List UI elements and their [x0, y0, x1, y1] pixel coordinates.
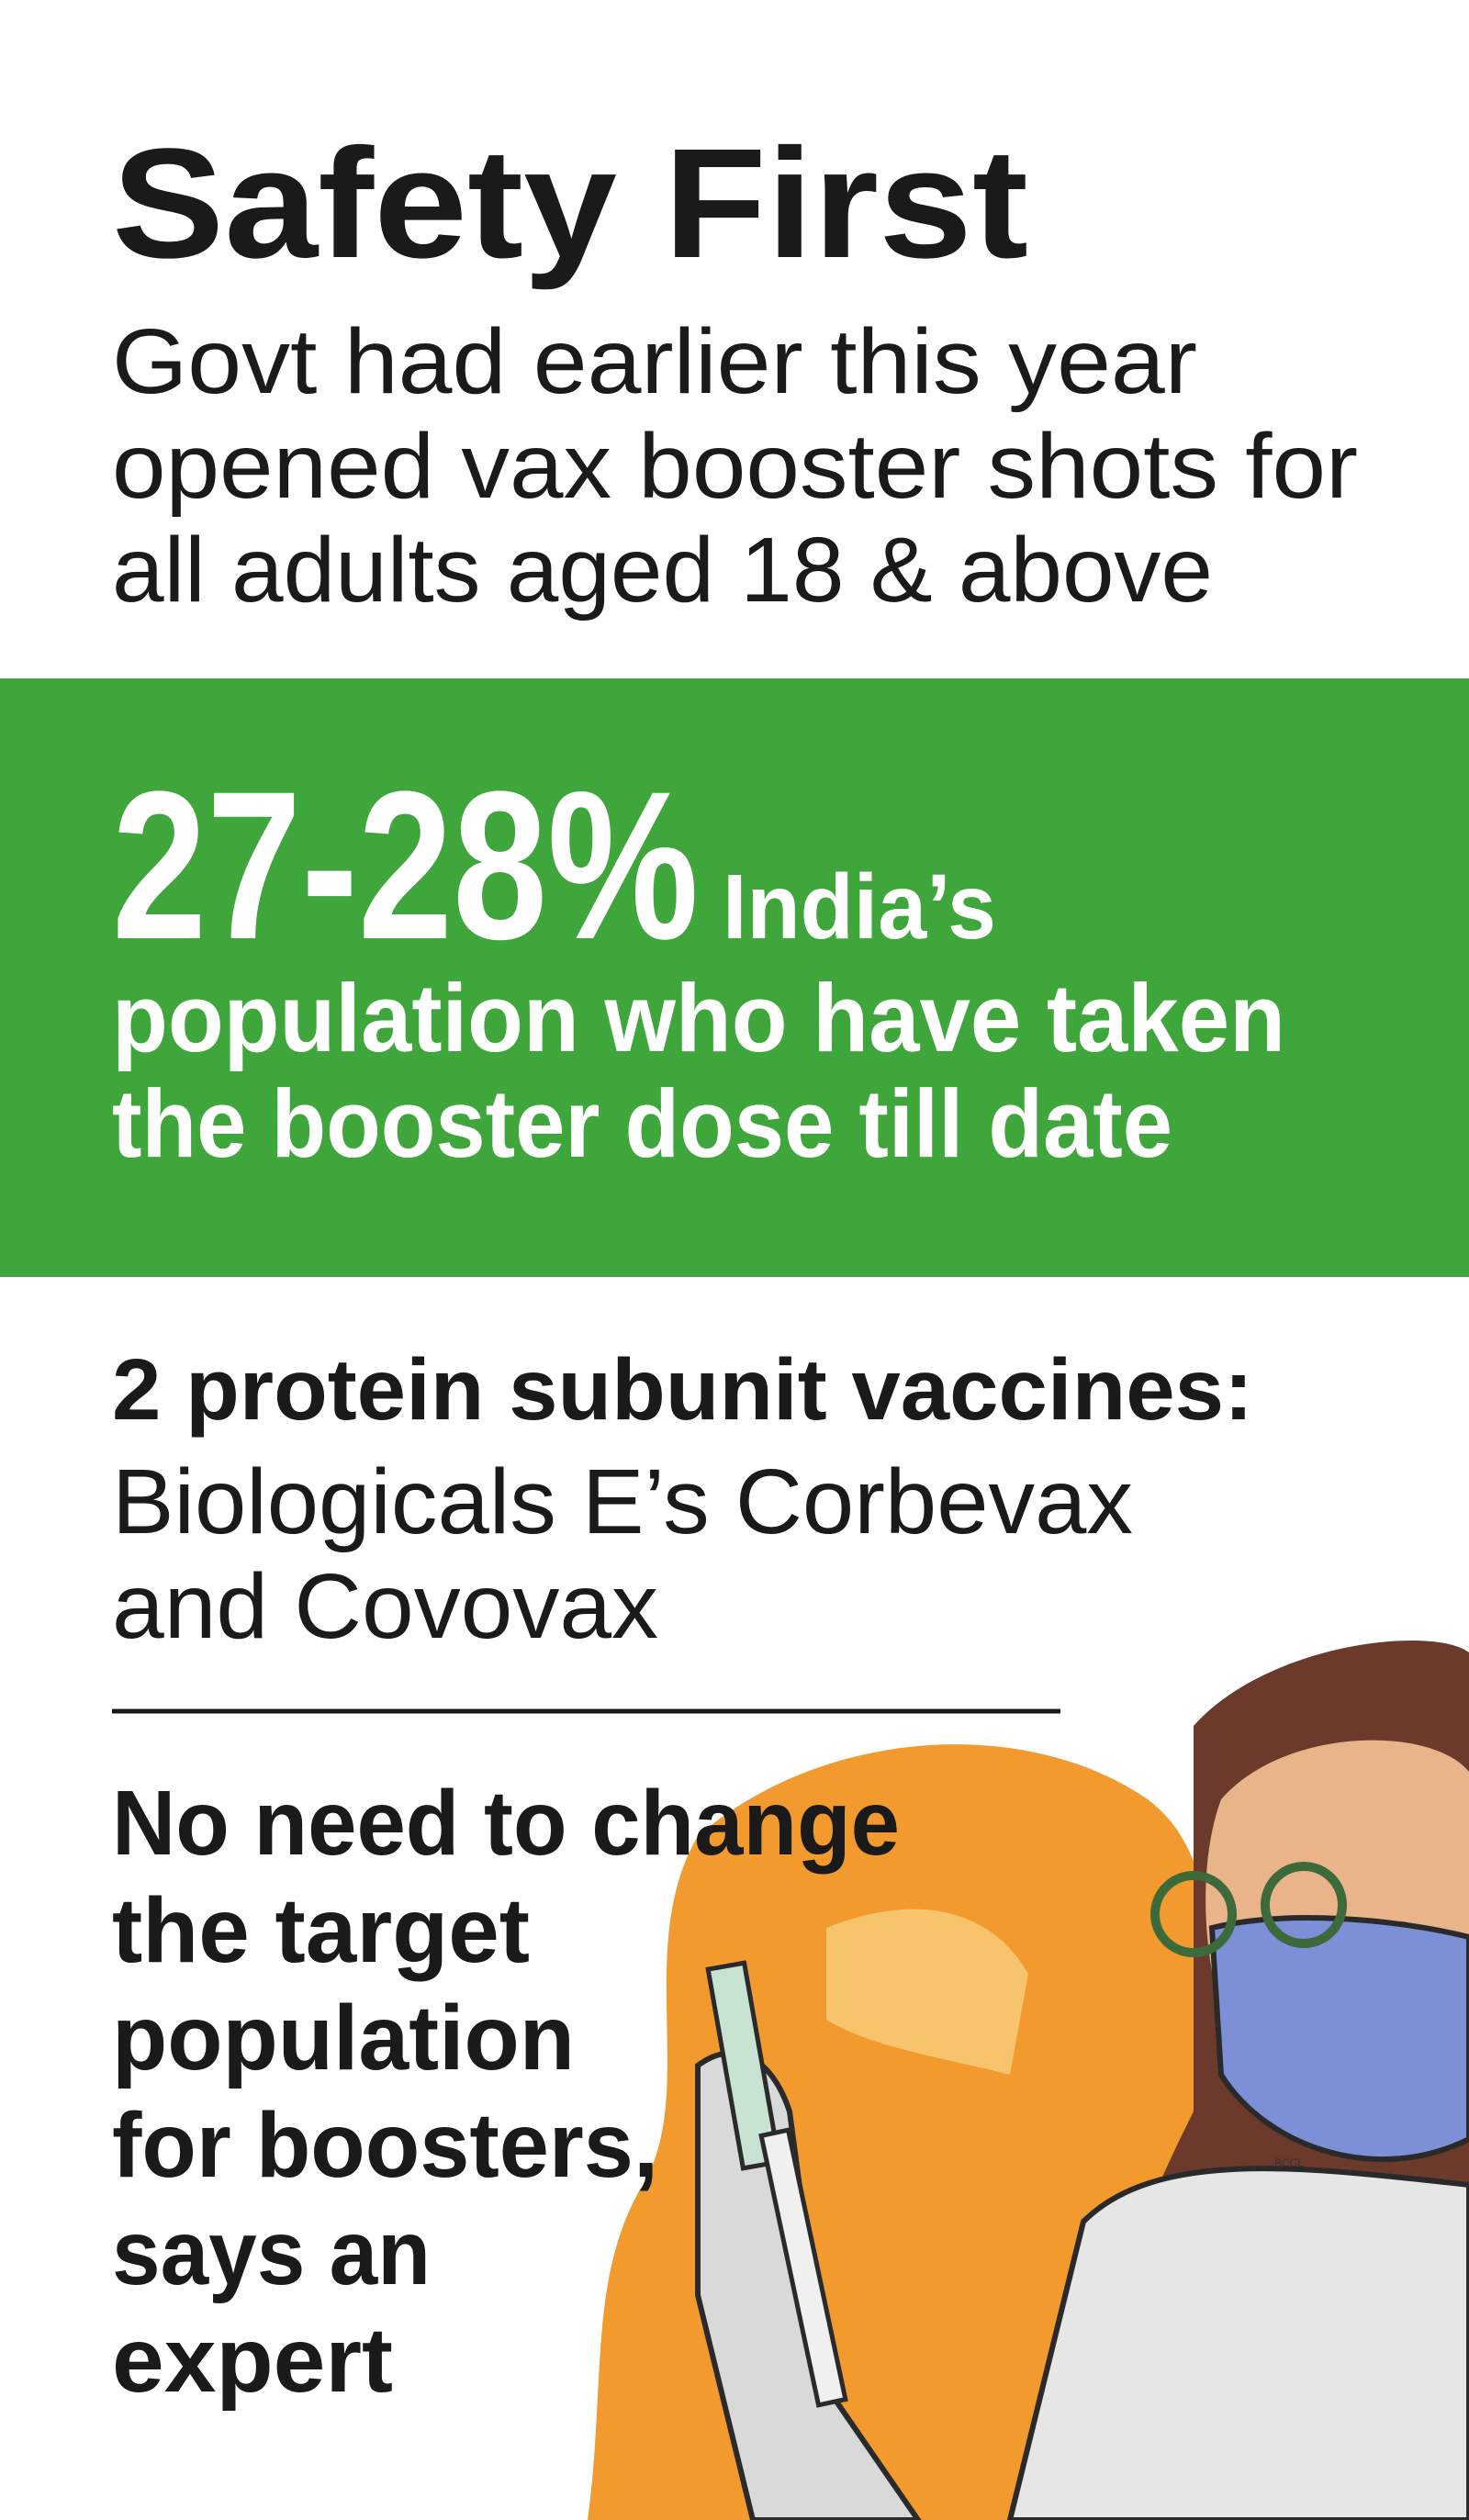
subtitle: opened vax booster shots for [112, 415, 1358, 518]
subtitle: Govt had earlier this year [112, 310, 1197, 413]
expert-note: No need to change [112, 1772, 900, 1875]
expert-note: the target [112, 1879, 530, 1982]
vaccines-text: Biologicals E’s Corbevax [112, 1450, 1133, 1553]
expert-note: for boosters, [112, 2094, 658, 2197]
vaccines-text: and Covovax [112, 1555, 658, 1658]
expert-note: expert [112, 2309, 393, 2412]
expert-note: population [112, 1987, 575, 2089]
subtitle: all adults aged 18 & above [112, 519, 1213, 622]
expert-note: says an [112, 2201, 431, 2304]
credit: BCCL [1274, 2156, 1304, 2169]
illustration: BCCL [588, 1640, 1469, 2520]
highlight-box [0, 678, 1469, 1277]
highlight-figure: 27-28% [112, 747, 699, 983]
highlight-text: population who have taken [112, 965, 1285, 1072]
title: Safety First [112, 117, 1028, 291]
vaccines-heading: 2 protein subunit vaccines: [112, 1341, 1253, 1439]
highlight-text: India’s [723, 856, 996, 958]
highlight-text: the booster dose till date [112, 1070, 1172, 1178]
